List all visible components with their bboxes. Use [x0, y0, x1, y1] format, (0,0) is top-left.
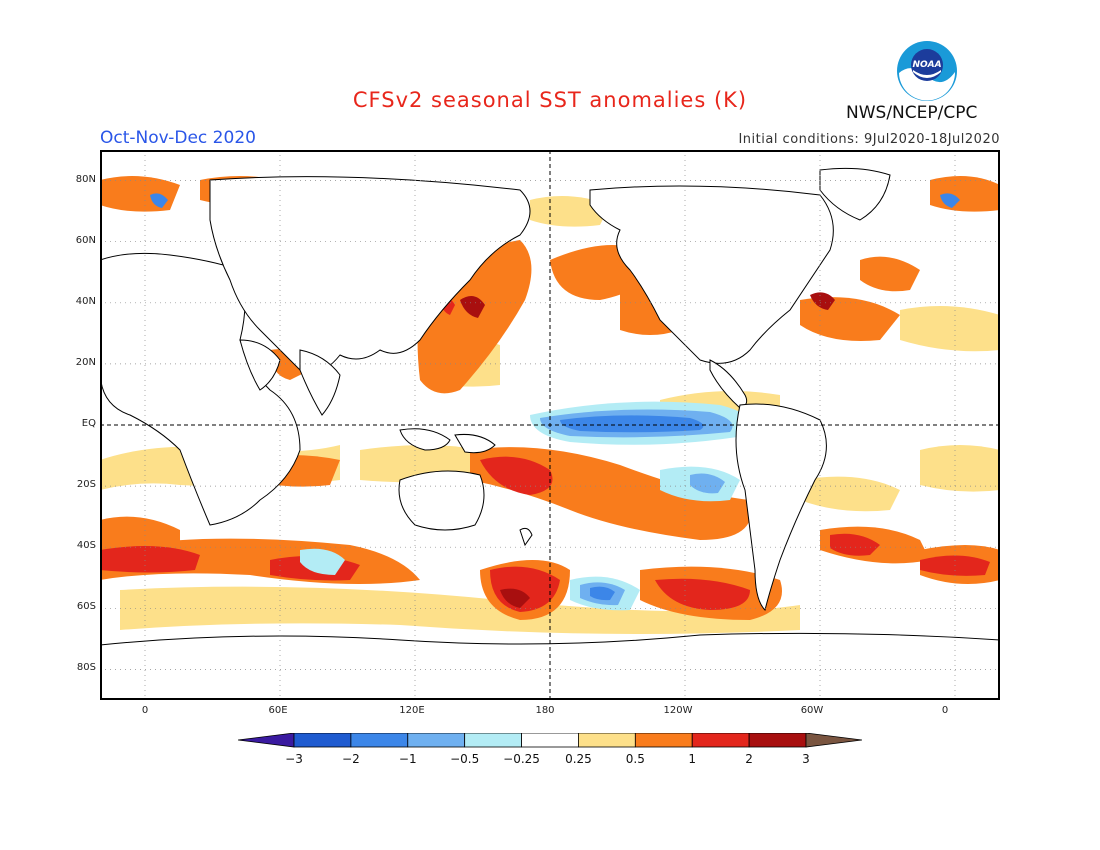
colorbar-segments	[238, 733, 862, 748]
colorbar-segment	[805, 733, 862, 748]
colorbar-segment	[293, 733, 352, 748]
colorbar-tick-label: −2	[342, 752, 360, 766]
noaa-logo: NOAA	[897, 41, 957, 101]
svg-text:NOAA: NOAA	[912, 60, 941, 70]
lon-label-60e: 60E	[268, 705, 288, 716]
map-title: CFSv2 seasonal SST anomalies (K)	[352, 88, 748, 112]
lat-label-20s: 20S	[76, 479, 96, 490]
colorbar-segment	[521, 733, 579, 748]
agency-label: NWS/NCEP/CPC	[846, 103, 978, 123]
sst-anomaly-map	[100, 150, 1000, 700]
forecast-period: Oct-Nov-Dec 2020	[100, 128, 256, 148]
lon-label-120w: 120W	[663, 705, 693, 716]
lon-label-0: 0	[141, 705, 149, 716]
colorbar-tick-label: 2	[745, 752, 753, 766]
colorbar-segment	[464, 733, 522, 748]
lon-label-60w: 60W	[800, 705, 824, 716]
colorbar-segment	[578, 733, 636, 748]
colorbar-segment	[748, 733, 807, 748]
colorbar-ticks: −3 −2 −1 −0.5 −0.25 0.25 0.5 1 2 3	[285, 752, 810, 766]
lat-label-60s: 60S	[76, 601, 96, 612]
lat-label-20n: 20N	[75, 357, 96, 368]
colorbar-tick-label: 0.5	[626, 752, 645, 766]
colorbar-tick-label: −3	[285, 752, 303, 766]
colorbar-tick-label: 0.25	[565, 752, 592, 766]
lat-label-40s: 40S	[76, 540, 96, 551]
colorbar: −3 −2 −1 −0.5 −0.25 0.25 0.5 1 2 3	[238, 733, 862, 766]
lat-label-eq: EQ	[81, 418, 96, 429]
colorbar-tick-label: −0.25	[503, 752, 540, 766]
colorbar-tick-label: 1	[688, 752, 696, 766]
colorbar-segment	[691, 733, 750, 748]
lon-label-120e: 120E	[399, 705, 425, 716]
lat-label-60n: 60N	[75, 235, 96, 246]
colorbar-segment	[350, 733, 409, 748]
colorbar-segment	[238, 733, 295, 748]
continents	[100, 167, 1000, 700]
colorbar-tick-label: −0.5	[450, 752, 479, 766]
initial-conditions: Initial conditions: 9Jul2020-18Jul2020	[738, 132, 1000, 147]
colorbar-segment	[634, 733, 693, 748]
colorbar-tick-label: 3	[802, 752, 810, 766]
lat-label-80s: 80S	[76, 662, 96, 673]
lon-label-180: 180	[535, 705, 555, 716]
lat-label-40n: 40N	[75, 296, 96, 307]
colorbar-tick-label: −1	[399, 752, 417, 766]
lat-label-80n: 80N	[75, 174, 96, 185]
lon-label-0-east: 0	[941, 705, 949, 716]
colorbar-segment	[407, 733, 466, 748]
map-frame	[100, 150, 1000, 700]
